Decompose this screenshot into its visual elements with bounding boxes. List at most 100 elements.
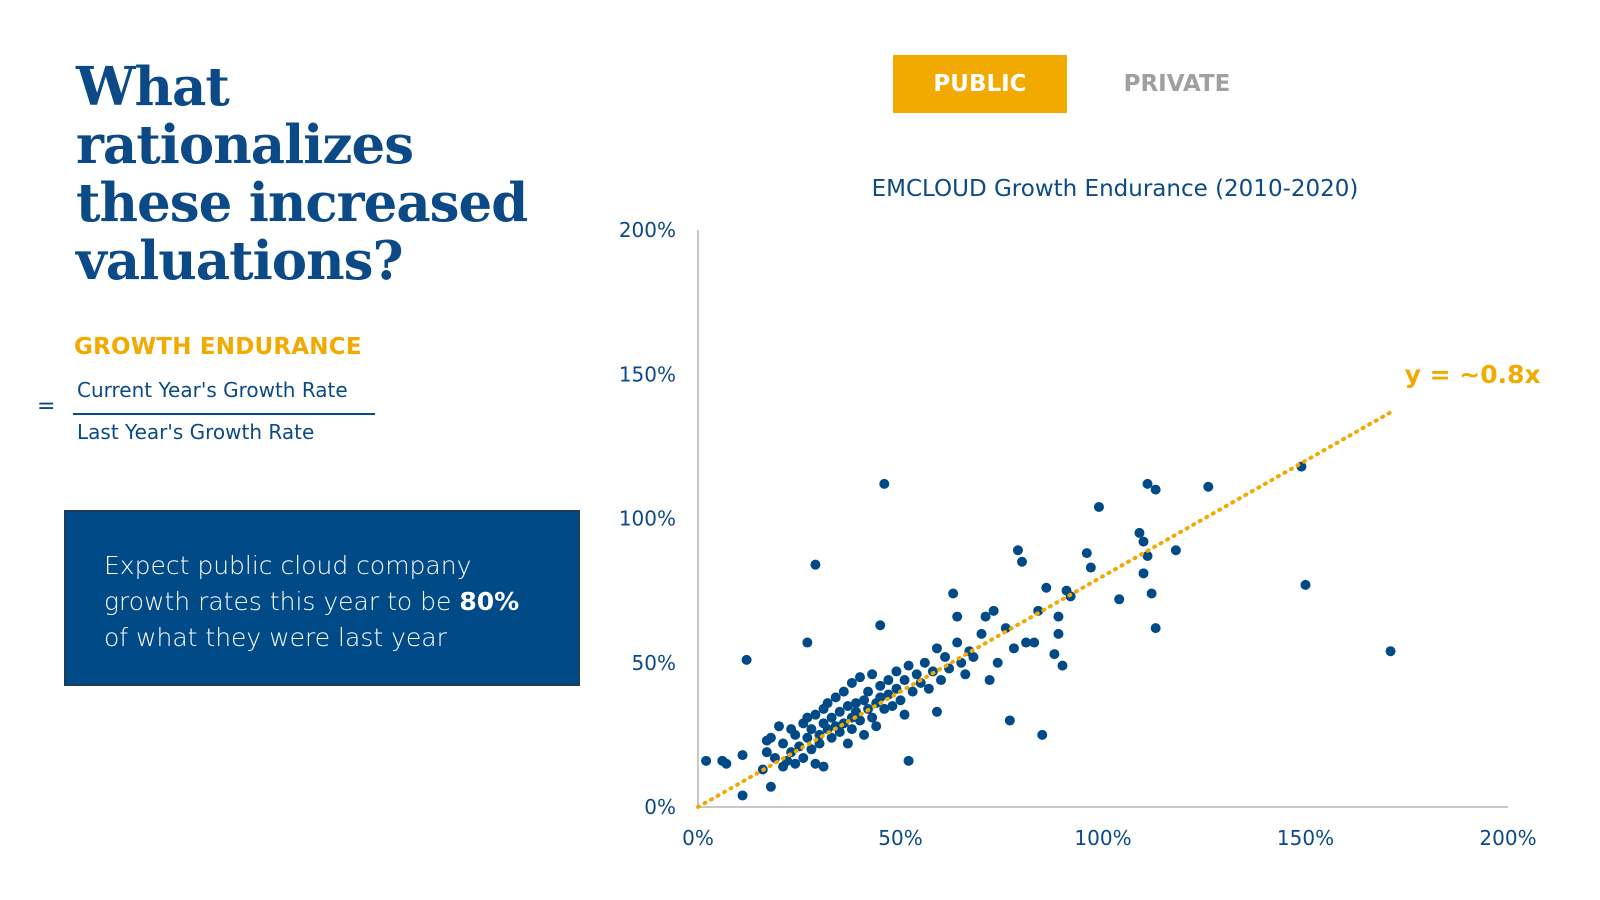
data-point <box>1300 579 1311 590</box>
x-tick-label: 150% <box>1277 826 1334 850</box>
tab-private[interactable]: PRIVATE <box>1123 71 1231 97</box>
formula-denominator: Last Year's Growth Rate <box>77 420 315 444</box>
data-point <box>1053 611 1064 622</box>
callout-text-end: of what they were last year <box>104 623 447 652</box>
data-point <box>899 675 910 686</box>
data-point <box>1012 545 1023 556</box>
data-point <box>826 712 837 723</box>
data-point <box>940 651 951 662</box>
formula-numerator: Current Year's Growth Rate <box>77 378 348 402</box>
data-point <box>948 588 959 599</box>
data-point <box>960 669 971 680</box>
y-tick-label: 0% <box>644 795 676 819</box>
data-point <box>798 752 809 763</box>
x-tick-label: 200% <box>1479 826 1536 850</box>
data-point <box>1093 501 1104 512</box>
data-point <box>790 758 801 769</box>
data-point <box>980 611 991 622</box>
data-point <box>887 701 898 712</box>
data-point <box>988 605 999 616</box>
data-point <box>883 675 894 686</box>
data-point <box>1021 637 1032 648</box>
formula-equals-sign: = <box>37 394 56 419</box>
data-point <box>774 721 784 732</box>
data-point <box>818 761 829 772</box>
data-point <box>859 695 870 706</box>
data-point <box>1138 536 1149 547</box>
data-point <box>737 750 748 761</box>
y-tick-label: 50% <box>632 651 676 675</box>
trendline-label: y = ~0.8x <box>1405 360 1541 389</box>
data-point <box>919 657 930 668</box>
data-point <box>834 706 845 717</box>
data-point <box>1150 623 1161 634</box>
x-tick-label: 100% <box>1074 826 1131 850</box>
data-point <box>790 729 801 740</box>
data-point <box>810 559 821 570</box>
data-point <box>879 478 890 489</box>
callout-emphasis: 80% <box>459 587 520 616</box>
data-point <box>850 706 861 717</box>
data-point <box>741 654 752 665</box>
data-point <box>855 715 865 726</box>
data-point <box>765 732 776 743</box>
data-point <box>875 620 886 631</box>
data-point <box>863 686 874 697</box>
data-point <box>1146 588 1157 599</box>
data-point <box>931 706 942 717</box>
trendline <box>696 410 1393 809</box>
data-point <box>846 724 857 735</box>
tab-public[interactable]: PUBLIC <box>893 55 1067 113</box>
data-point <box>802 732 813 743</box>
data-point <box>701 755 712 766</box>
x-tick-label: 0% <box>682 826 714 850</box>
data-point <box>1057 660 1068 671</box>
data-point <box>826 732 837 743</box>
data-point <box>1142 551 1153 562</box>
data-point <box>895 695 906 706</box>
data-point <box>810 709 821 720</box>
data-point <box>936 675 946 686</box>
data-point <box>859 729 870 740</box>
data-point <box>1041 582 1052 593</box>
data-point <box>830 692 841 703</box>
data-point <box>952 637 963 648</box>
y-tick-label: 100% <box>619 507 676 531</box>
data-point <box>737 790 748 801</box>
data-point <box>810 758 821 769</box>
data-point <box>907 686 918 697</box>
data-point <box>1000 623 1011 634</box>
data-point <box>976 628 987 639</box>
data-point <box>765 781 776 792</box>
data-point <box>1203 481 1214 492</box>
data-point <box>984 675 995 686</box>
data-point <box>1085 562 1096 573</box>
data-point <box>721 758 732 769</box>
page-title: What rationalizes these increased valuat… <box>76 56 528 292</box>
data-point <box>1004 715 1015 726</box>
data-point <box>871 721 882 732</box>
data-point <box>850 698 861 709</box>
data-point <box>838 686 849 697</box>
data-point <box>842 701 853 712</box>
data-point <box>1385 646 1396 657</box>
data-point <box>806 724 817 735</box>
data-point <box>903 755 914 766</box>
data-point <box>778 738 789 749</box>
data-point <box>867 712 878 723</box>
data-point <box>903 660 914 671</box>
data-point <box>1081 548 1092 559</box>
data-point <box>931 643 942 654</box>
data-point <box>802 712 813 723</box>
data-point <box>1170 545 1181 556</box>
data-point <box>952 611 963 622</box>
data-point <box>875 692 886 703</box>
data-point <box>802 637 813 648</box>
data-point <box>1008 643 1019 654</box>
data-point <box>879 703 890 714</box>
y-tick-label: 200% <box>619 218 676 242</box>
data-point <box>1114 594 1125 605</box>
data-point <box>968 651 979 662</box>
data-point <box>923 683 934 694</box>
